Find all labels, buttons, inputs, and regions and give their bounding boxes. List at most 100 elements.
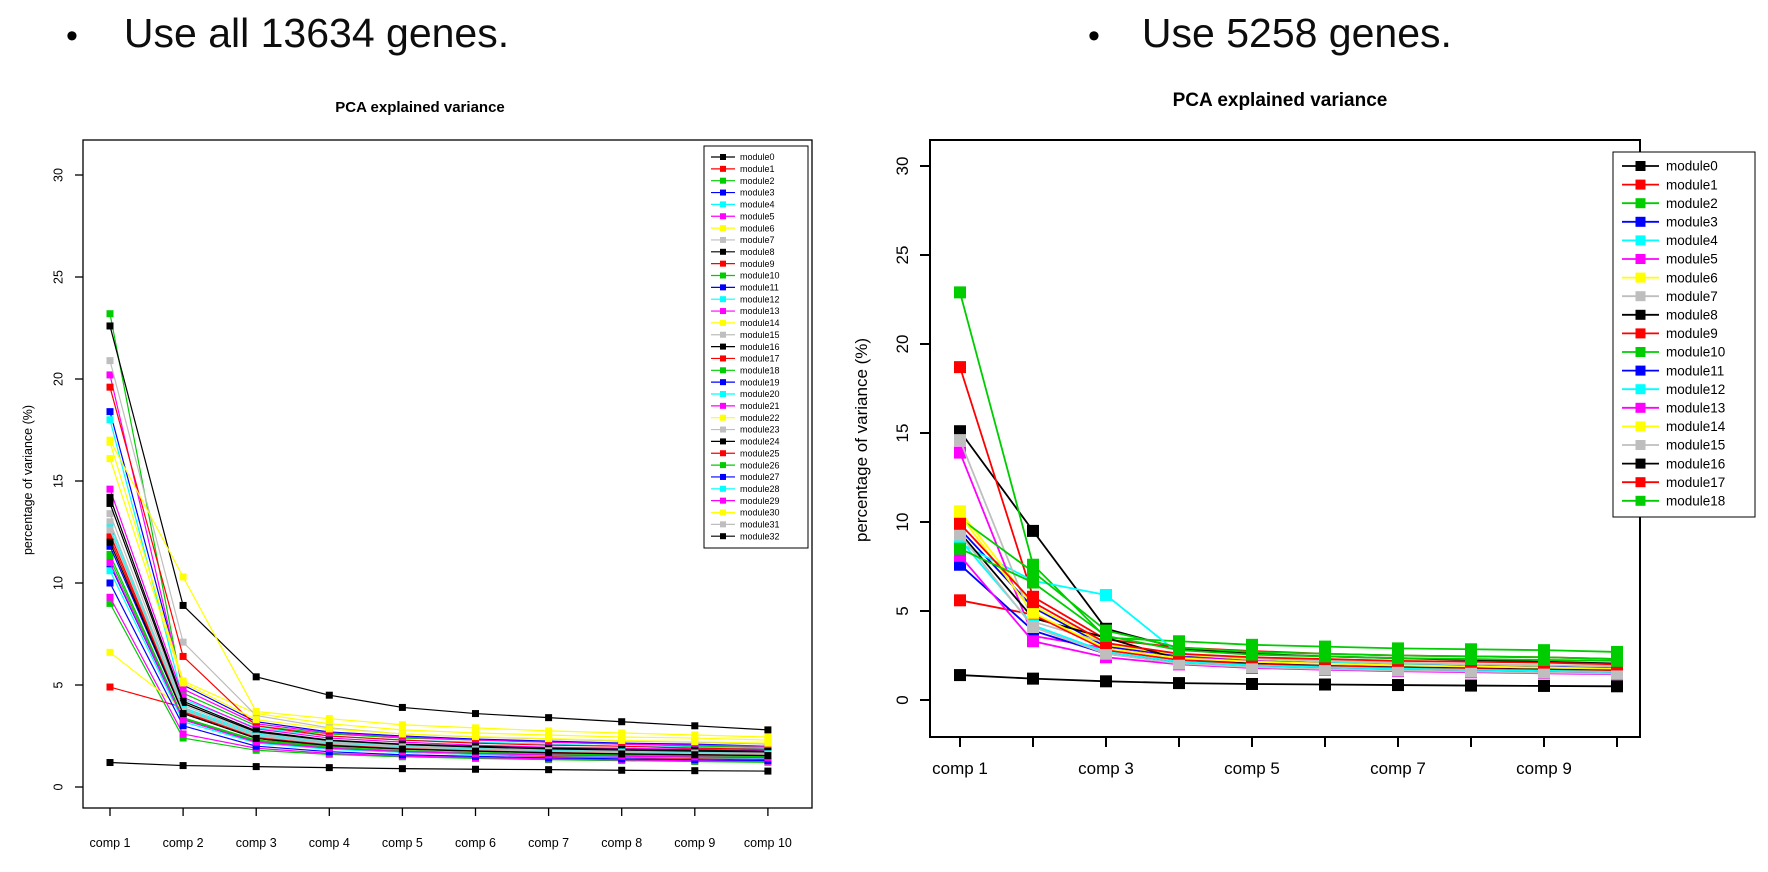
- x-tick-label: comp 1: [90, 836, 131, 850]
- data-point-module18: [106, 599, 114, 607]
- data-point-module0: [252, 763, 260, 771]
- legend-label-module18: module18: [1666, 494, 1725, 509]
- series-line-module6: [959, 510, 1618, 668]
- series-line-module6: [109, 442, 768, 741]
- y-tick-label: 0: [51, 783, 65, 790]
- data-point-module30: [398, 730, 406, 738]
- legend-marker: [1635, 365, 1646, 376]
- data-point-module7: [252, 712, 260, 720]
- data-point-module13: [179, 693, 187, 701]
- legend-marker: [1635, 272, 1646, 283]
- data-point-module0: [1027, 524, 1039, 537]
- data-point-module16: [1173, 677, 1185, 690]
- x-tick-label: comp 2: [163, 836, 204, 850]
- y-tick-label: 10: [893, 513, 912, 532]
- data-point-module0: [179, 762, 187, 770]
- data-point-module18: [1465, 653, 1477, 666]
- x-tick-label: comp 7: [1370, 759, 1426, 778]
- data-point-module17: [106, 530, 114, 538]
- data-point-module15: [1027, 621, 1039, 634]
- legend-label-module2: module2: [1666, 196, 1718, 211]
- series-line-module2: [109, 313, 768, 748]
- legend-marker: [720, 248, 726, 255]
- data-point-module16: [1611, 680, 1623, 693]
- legend-marker: [720, 509, 726, 516]
- legend-marker: [720, 177, 726, 184]
- series-line-module24: [109, 503, 768, 753]
- legend-marker: [720, 225, 726, 232]
- series-line-module5: [109, 374, 768, 747]
- data-point-module0: [106, 759, 114, 767]
- legend-label-module9: module9: [740, 259, 775, 269]
- legend-label-module19: module19: [740, 377, 780, 387]
- legend-marker: [720, 343, 726, 350]
- data-point-module14: [106, 436, 114, 444]
- data-point-module16: [1538, 679, 1550, 692]
- legend-label-module8: module8: [1666, 308, 1718, 323]
- data-point-module24: [252, 728, 260, 736]
- data-point-module8: [618, 718, 626, 726]
- y-tick-label: 15: [893, 424, 912, 443]
- legend-marker: [1635, 440, 1646, 450]
- data-point-module4: [1100, 588, 1112, 601]
- data-point-module8: [472, 710, 479, 718]
- legend-marker: [1635, 235, 1646, 246]
- series-line-module16: [959, 674, 1618, 688]
- data-point-module10: [106, 550, 114, 558]
- data-point-module14: [618, 729, 626, 737]
- data-point-module18: [1173, 644, 1185, 657]
- data-point-module5: [106, 371, 114, 379]
- legend-label-module31: module31: [740, 520, 780, 530]
- data-point-module14: [472, 724, 479, 732]
- legend-marker: [1635, 216, 1646, 227]
- plot-box: [82, 139, 813, 809]
- series-line-module14: [959, 514, 1618, 670]
- data-point-module30: [252, 716, 260, 724]
- y-tick-label: 5: [51, 681, 65, 688]
- legend-marker: [720, 391, 726, 397]
- data-point-module14: [691, 731, 699, 739]
- data-point-module32: [179, 710, 187, 718]
- data-point-module15: [1392, 664, 1404, 677]
- data-point-module2: [179, 689, 187, 697]
- data-point-module13: [1027, 635, 1039, 648]
- data-point-module30: [472, 733, 479, 741]
- data-point-module15: [106, 510, 114, 518]
- legend-marker: [1635, 458, 1646, 469]
- data-point-module30: [325, 725, 333, 733]
- data-point-module18: [179, 734, 187, 742]
- data-point-module2: [106, 310, 114, 318]
- data-point-module17: [954, 517, 966, 530]
- data-point-module0: [325, 764, 333, 772]
- legend-label-module16: module16: [1666, 456, 1725, 471]
- data-point-module1: [954, 361, 966, 374]
- data-point-module20: [106, 567, 114, 575]
- legend-label-module10: module10: [1666, 345, 1725, 360]
- x-tick-label: comp 4: [309, 836, 350, 850]
- legend-label-module0: module0: [740, 152, 775, 162]
- legend-marker: [720, 438, 726, 445]
- y-tick-label: 25: [893, 246, 912, 265]
- series-line-module9: [109, 387, 768, 750]
- legend-label-module5: module5: [1666, 252, 1718, 267]
- series-line-module18: [109, 603, 768, 763]
- data-point-module4: [106, 416, 114, 424]
- data-point-module16: [1246, 677, 1258, 690]
- legend-label-module25: module25: [740, 448, 780, 458]
- data-point-module29: [179, 716, 187, 724]
- series-line-module29: [109, 562, 768, 759]
- legend-marker: [720, 462, 726, 469]
- legend-label-module11: module11: [740, 283, 779, 293]
- data-point-module14: [252, 708, 260, 716]
- legend-label-module3: module3: [1666, 215, 1718, 230]
- legend-label-module17: module17: [1666, 475, 1725, 490]
- series-line-module20: [109, 570, 768, 760]
- data-point-module23: [106, 518, 114, 526]
- data-point-module32: [252, 734, 260, 742]
- data-point-module16: [1392, 679, 1404, 692]
- data-point-module14: [179, 573, 187, 581]
- bullet-icon: •: [66, 17, 78, 55]
- series-line-module4: [109, 419, 768, 749]
- legend-marker: [1635, 179, 1646, 190]
- data-point-module8: [398, 703, 406, 711]
